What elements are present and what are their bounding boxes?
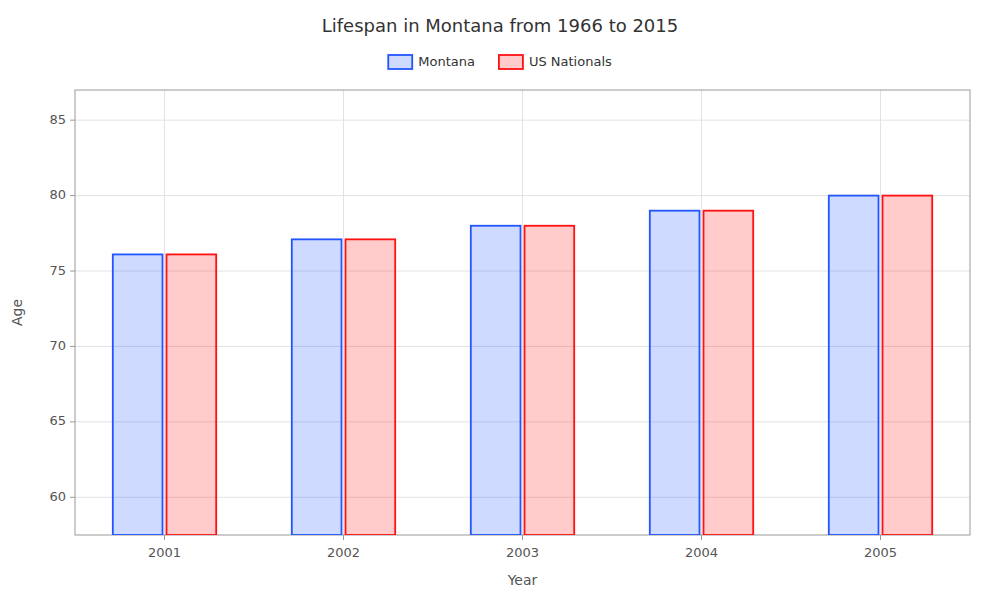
x-axis: 2001 2002 2003 2004 2005 [148, 535, 897, 560]
tick-label: 70 [49, 338, 66, 353]
tick-mark [522, 535, 523, 540]
legend-label: US Nationals [529, 54, 612, 69]
bar [525, 226, 575, 535]
grid-line [522, 90, 523, 535]
tick-mark [70, 497, 75, 498]
tick-mark [880, 535, 881, 540]
tick-label: 60 [49, 489, 66, 504]
bar [829, 196, 879, 535]
bar [113, 254, 163, 535]
legend-swatch [499, 55, 523, 69]
legend-swatch [388, 55, 412, 69]
tick-label: 65 [49, 413, 66, 428]
grid-line [343, 90, 344, 535]
grid [75, 90, 970, 535]
chart-container: 60 65 70 75 80 85 2001 2002 2003 2004 2005 Year Age L… [0, 0, 1000, 600]
tick-mark [701, 535, 702, 540]
title: Lifespan in Montana from 1966 to 2015 [322, 15, 678, 36]
y-axis: 60 65 70 75 80 85 [49, 112, 75, 504]
bar [883, 196, 933, 535]
legend-item: Montana [388, 54, 475, 70]
tick-mark [164, 535, 165, 540]
grid-line [164, 90, 165, 535]
tick-label: 2002 [327, 545, 360, 560]
tick-mark [343, 535, 344, 540]
tick-mark [70, 346, 75, 347]
bar [471, 226, 521, 535]
tick-label: 2005 [864, 545, 897, 560]
tick-label: 80 [49, 187, 66, 202]
bar [346, 239, 396, 535]
tick-label: 75 [49, 263, 66, 278]
tick-label: 2004 [685, 545, 718, 560]
tick-label: 2001 [148, 545, 181, 560]
bar [167, 254, 217, 535]
tick-mark [70, 421, 75, 422]
grid-line [701, 90, 702, 535]
y-axis-label: Age [9, 299, 25, 326]
chart: 60 65 70 75 80 85 2001 2002 2003 2004 2005 Year Age L… [0, 0, 1000, 600]
tick-mark [70, 195, 75, 196]
legend-label: Montana [418, 54, 475, 69]
bar [650, 211, 700, 535]
tick-mark [70, 120, 75, 121]
tick-label: 2003 [506, 545, 539, 560]
legend-item: US Nationals [499, 54, 612, 70]
tick-mark [70, 271, 75, 272]
tick-label: 85 [49, 112, 66, 127]
plot-frame [75, 90, 970, 535]
bar [292, 239, 342, 535]
bar [704, 211, 754, 535]
bars [113, 196, 932, 535]
x-axis-label: Year [507, 572, 538, 588]
legend: Montana US Nationals [388, 54, 612, 70]
grid-line [880, 90, 881, 535]
